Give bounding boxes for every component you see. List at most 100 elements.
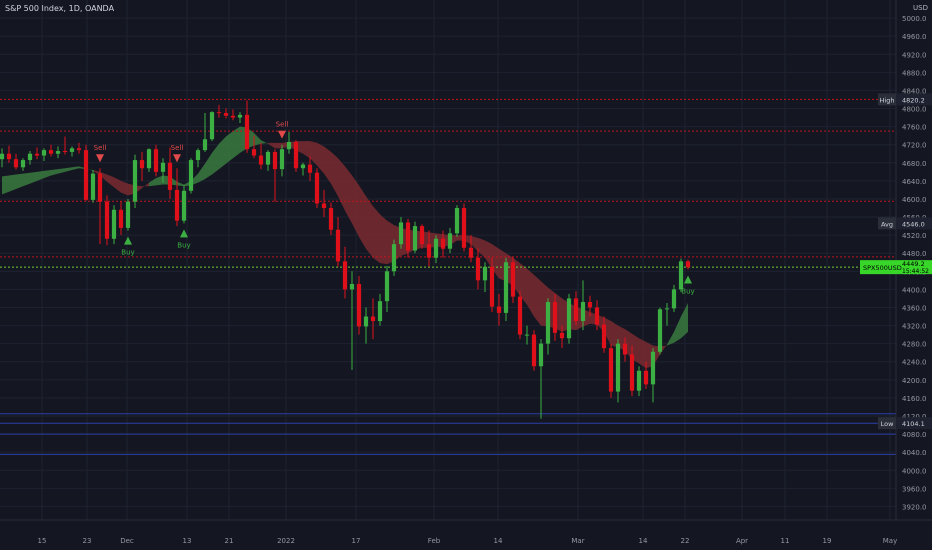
x-tick-label: 15 xyxy=(38,537,47,545)
last-price-tag xyxy=(860,260,932,275)
buy-arrow-icon xyxy=(684,275,692,284)
candle-body-down xyxy=(328,208,334,230)
sell-label: Sell xyxy=(276,121,289,129)
band-segment-bullish xyxy=(254,132,261,146)
y-tick-label: 4120.0 xyxy=(902,413,927,421)
currency-label: USD xyxy=(913,4,928,12)
band-segment-bearish xyxy=(324,146,331,184)
x-tick-label: Feb xyxy=(428,537,441,545)
y-tick-label: 4280.0 xyxy=(902,341,927,349)
buy-label: Buy xyxy=(121,249,134,257)
candle-body-down xyxy=(622,343,628,355)
candle-body-down xyxy=(167,162,173,190)
band-segment-bearish xyxy=(317,142,324,174)
x-tick-label: 13 xyxy=(183,537,192,545)
candle-body-down xyxy=(475,257,481,281)
last-price-symbol: SPX500USD xyxy=(863,264,902,272)
sell-arrow-icon xyxy=(96,154,104,163)
time-axis[interactable]: 15 23 Dec 13 21 2022 17 Feb 14 Mar 14 22 Apr 11 19 May xyxy=(0,519,932,545)
candle-body-up xyxy=(636,370,642,391)
level-tag-label-bg xyxy=(878,93,896,106)
candle-body-down xyxy=(685,261,691,268)
candle-body-down xyxy=(531,334,537,367)
band-segment-bearish xyxy=(639,338,646,369)
y-tick-label: 4840.0 xyxy=(902,87,927,95)
candle-body-up xyxy=(300,164,306,169)
candle-body-down xyxy=(244,114,250,150)
candle-body-up xyxy=(566,298,572,339)
candle-body-up xyxy=(538,343,544,367)
x-tick-label: May xyxy=(883,537,897,545)
level-tag-value-bg xyxy=(897,217,932,230)
last-price-time: 15:44:52 xyxy=(902,268,929,275)
band-segment-bearish xyxy=(527,268,534,317)
candle-body-down xyxy=(601,324,607,349)
candle-body-up xyxy=(545,302,551,344)
y-tick-label: 4480.0 xyxy=(902,250,927,258)
candle-body-down xyxy=(608,348,614,392)
y-tick-label: 4800.0 xyxy=(902,106,927,114)
band-segment-bullish xyxy=(65,167,72,172)
y-tick-label: 4880.0 xyxy=(902,69,927,77)
candle-body-up xyxy=(146,149,152,169)
band-segment-bearish xyxy=(478,237,485,258)
band-segment-bullish xyxy=(58,168,65,174)
candle-body-up xyxy=(671,289,677,309)
y-tick-label: 4360.0 xyxy=(902,304,927,312)
candle-body-down xyxy=(34,153,40,156)
last-price-value: 4449.2 xyxy=(902,260,925,268)
band-segment-bullish xyxy=(149,178,156,187)
price-axis[interactable]: 5000.0 4960.0 4920.0 4880.0 4840.0 4800.0 4760… xyxy=(895,0,927,520)
y-tick-label: 4160.0 xyxy=(902,395,927,403)
level-tag-label: Low xyxy=(881,420,894,428)
candle-body-down xyxy=(216,112,222,114)
candle-body-up xyxy=(664,308,670,310)
candle-body-up xyxy=(237,114,243,118)
level-tag-value-bg xyxy=(897,93,932,106)
candle-body-down xyxy=(97,173,103,202)
candle-body-up xyxy=(195,150,201,161)
band-segment-bearish xyxy=(366,196,373,258)
sell-arrow-icon xyxy=(278,130,286,139)
band-segment-bullish xyxy=(681,302,688,339)
x-tick-label: 11 xyxy=(781,537,790,545)
band-segment-bullish xyxy=(219,136,226,170)
x-tick-label: 2022 xyxy=(277,537,295,545)
y-tick-label: 4320.0 xyxy=(902,323,927,331)
candle-body-down xyxy=(496,306,502,313)
x-tick-label: 14 xyxy=(494,537,503,545)
candle-body-down xyxy=(258,155,264,165)
band-segment-bearish xyxy=(121,180,128,196)
candle-body-down xyxy=(251,149,257,156)
candle-body-down xyxy=(223,113,229,116)
candle-body-up xyxy=(349,283,355,290)
candle-body-up xyxy=(41,150,47,156)
level-tag-value-bg xyxy=(897,417,932,430)
candle-body-up xyxy=(363,316,369,327)
x-tick-label: Mar xyxy=(571,537,584,545)
candle-body-up xyxy=(188,160,194,191)
candle-body-down xyxy=(118,209,124,228)
buy-arrow-icon xyxy=(124,236,132,245)
candle-body-down xyxy=(587,302,593,308)
candle-body-down xyxy=(321,203,327,208)
candle-body-up xyxy=(181,190,187,221)
band-segment-bullish xyxy=(177,181,184,187)
y-tick-label: 4040.0 xyxy=(902,449,927,457)
price-tags: High 4820.2 Avg 4546.0 SPX500USD 4449.215:44:… xyxy=(860,93,932,430)
candle-body-down xyxy=(139,160,145,169)
band-segment-bullish xyxy=(9,174,16,192)
y-tick-label: 3960.0 xyxy=(902,485,927,493)
band-segment-bearish xyxy=(611,321,618,348)
y-tick-label: 4920.0 xyxy=(902,51,927,59)
band-segment-bearish xyxy=(352,175,359,237)
candle-body-down xyxy=(153,149,159,172)
sell-label: Sell xyxy=(94,144,107,152)
candle-body-up xyxy=(27,153,33,161)
band-segment-bearish xyxy=(345,166,352,224)
candle-body-down xyxy=(104,201,110,239)
